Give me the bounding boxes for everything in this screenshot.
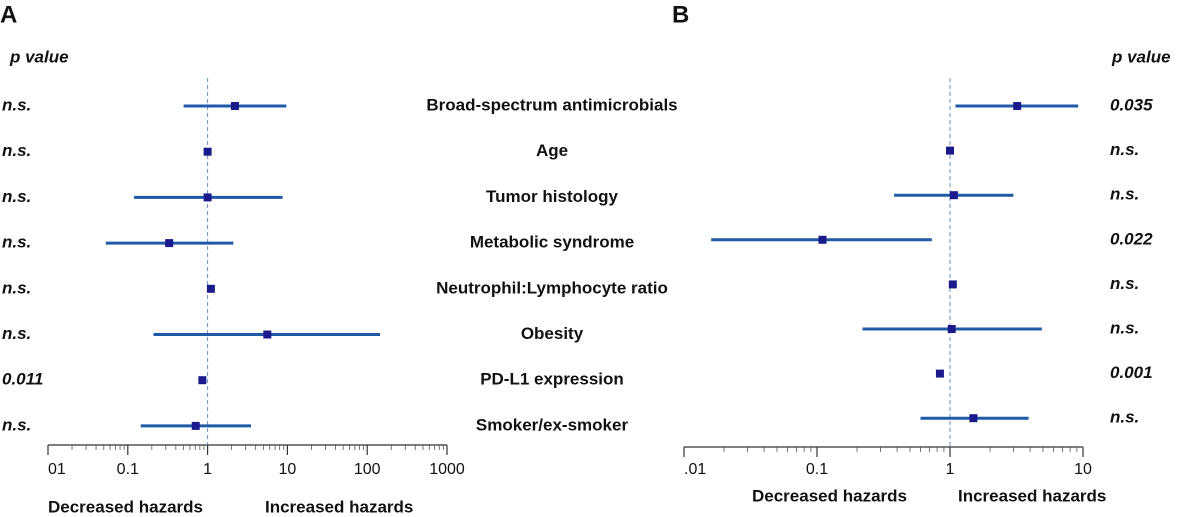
estimate	[206, 284, 215, 293]
p-value: n.s.	[2, 324, 31, 343]
x-tick-label: 01	[48, 461, 66, 478]
x-tick-label: 100	[354, 461, 381, 478]
p-header: p value	[1111, 47, 1171, 66]
estimate	[949, 191, 958, 200]
estimate	[203, 193, 212, 202]
x-label-right: Increased hazards	[265, 497, 413, 516]
p-value: 0.011	[2, 370, 43, 389]
estimate	[1013, 102, 1022, 110]
row-label: Neutrophil:Lymphocyte ratio	[436, 278, 668, 297]
p-value: n.s.	[2, 95, 31, 114]
row-label: Obesity	[521, 324, 584, 343]
panel-label: B	[672, 1, 689, 28]
p-value: n.s.	[2, 187, 31, 206]
x-tick-label: 10	[1074, 461, 1092, 478]
p-value: 0.001	[1110, 363, 1153, 382]
row-label: Tumor histology	[486, 187, 618, 206]
row-label: PD-L1 expression	[480, 370, 624, 389]
p-value: n.s.	[2, 233, 31, 252]
x-tick-label: 0.1	[806, 461, 828, 478]
x-label-left: Decreased hazards	[48, 497, 203, 516]
estimate	[947, 325, 956, 333]
estimate	[165, 239, 174, 248]
x-label-right: Increased hazards	[958, 486, 1106, 505]
x-tick-label: 0.1	[117, 461, 139, 478]
p-value: 0.022	[1110, 229, 1153, 248]
p-value: n.s.	[1110, 185, 1139, 204]
estimate	[198, 376, 207, 385]
p-value: n.s.	[1110, 318, 1139, 337]
estimate	[230, 102, 239, 110]
p-value: n.s.	[1110, 140, 1139, 159]
p-value: n.s.	[1110, 408, 1139, 427]
x-tick-label: 10	[279, 461, 297, 478]
estimate	[203, 147, 212, 156]
x-tick-label: .01	[684, 461, 706, 478]
estimate	[191, 421, 200, 430]
x-label-left: Decreased hazards	[752, 486, 907, 505]
estimate	[935, 369, 944, 378]
p-value: n.s.	[2, 415, 31, 434]
p-value: 0.035	[1110, 95, 1153, 114]
estimate	[946, 146, 954, 155]
row-label: Metabolic syndrome	[470, 233, 634, 252]
p-value: n.s.	[2, 141, 31, 160]
p-header: p value	[9, 47, 69, 66]
estimate	[818, 235, 827, 244]
row-label: Smoker/ex-smoker	[476, 415, 629, 434]
x-tick-label: 1000	[429, 461, 465, 478]
x-tick-label: 1	[203, 461, 212, 478]
panel-label: A	[0, 1, 17, 28]
row-label: Broad-spectrum antimicrobials	[426, 95, 677, 114]
estimate	[969, 414, 978, 423]
p-value: n.s.	[2, 278, 31, 297]
p-value: n.s.	[1110, 274, 1139, 293]
estimate	[948, 280, 957, 289]
row-label: Age	[536, 141, 568, 160]
x-tick-label: 1	[946, 461, 955, 478]
estimate	[263, 330, 272, 339]
